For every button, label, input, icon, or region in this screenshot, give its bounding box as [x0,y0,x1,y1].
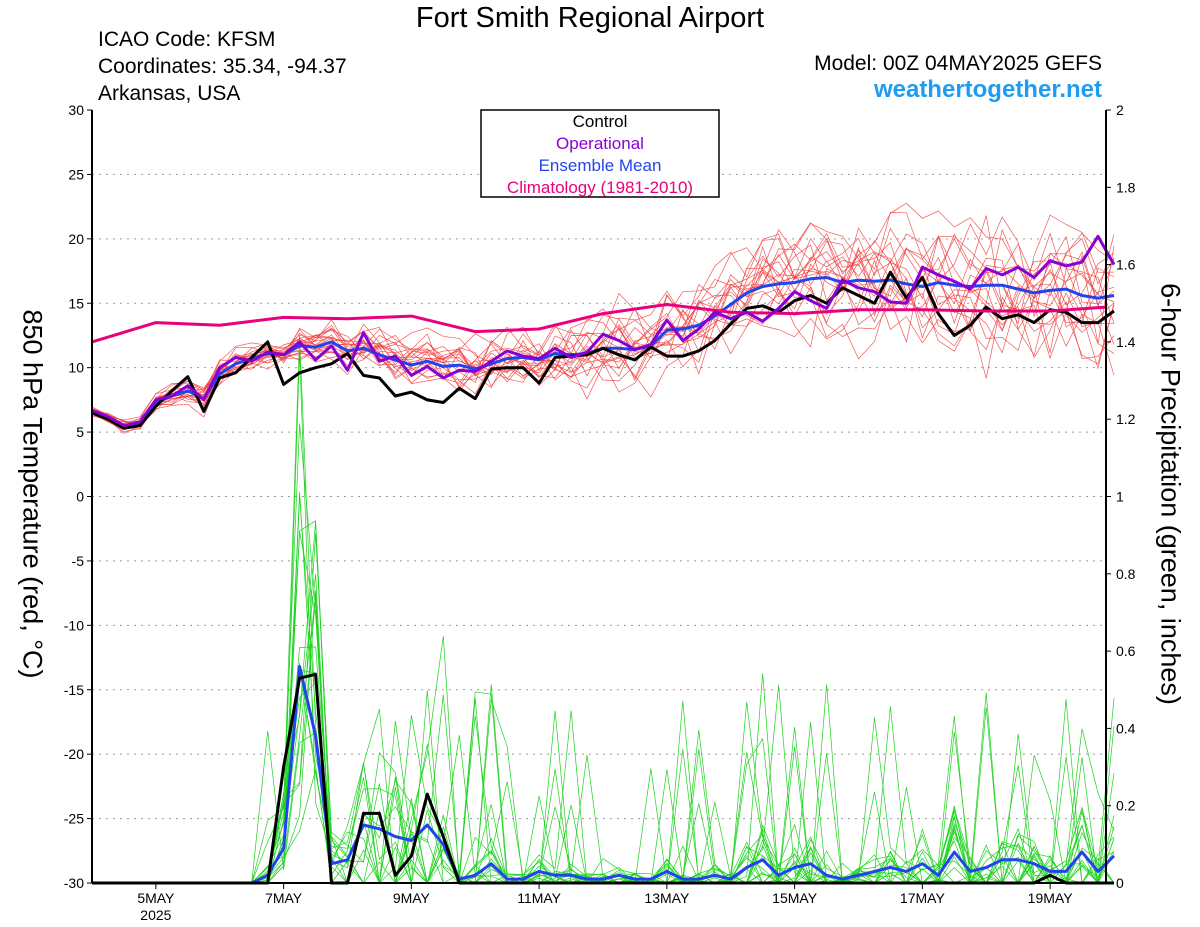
legend-box [480,109,720,198]
temp-member-line [91,227,1115,428]
y-tick-right-label: 0.4 [1116,720,1136,736]
climatology-1981-2010-temp-line [91,303,1107,344]
x-tick-label: 15MAY [772,890,818,906]
precip-member-line [92,646,1115,884]
precip-member-line [92,533,1115,885]
y-tick-label: 15 [68,295,84,311]
y-tick-label: -10 [64,617,84,633]
y-tick-right-label: 2 [1116,102,1124,118]
x-tick-label: 9MAY [393,890,431,906]
y-tick-label: -30 [64,875,84,891]
chart-title: Fort Smith Regional Airport [415,2,765,34]
y-tick-label: -15 [64,682,84,698]
x-tick-sublabel: 2025 [140,907,171,923]
y-tick-label: -20 [64,746,84,762]
temp-member-line [91,227,1115,425]
y-tick-right-label: 0.2 [1116,798,1136,814]
x-tick-label: 11MAY [517,890,561,906]
y-tick-label: 25 [68,166,84,182]
axes: -30-25-20-15-10-505101520253000.20.40.60… [64,102,1136,923]
x-tick-label: 13MAY [644,890,690,906]
temp-member-line [91,222,1115,425]
precip-member-line [92,574,1114,884]
legend-entry: Ensemble Mean [539,156,662,175]
y-tick-right-label: 1.2 [1116,411,1136,427]
control-temp-line [91,270,1115,430]
operational-temp-line [91,234,1116,428]
precip-ensemble-members [92,334,1115,885]
x-tick-label: 7MAY [265,890,303,906]
precip-member-line [92,492,1115,885]
legend-entry: Control [573,112,628,131]
control-precip-line [92,672,1114,885]
y-tick-right-label: 1.6 [1116,257,1136,273]
ensemble-mean-precip-line [92,665,1116,885]
y-tick-label: 30 [68,102,84,118]
temp-member-line [91,238,1115,431]
precip-member-line [92,668,1115,884]
y-tick-right-label: 0 [1116,875,1124,891]
y-tick-right-label: 1.8 [1116,179,1136,195]
site-link[interactable]: weathertogether.net [873,76,1102,103]
y-tick-right-label: 1.4 [1116,334,1136,350]
y-tick-label: -5 [72,553,85,569]
precip-member-line [92,334,1115,884]
legend: Control Operational Ensemble Mean Climatolo… [480,109,720,198]
x-tick-label: 5MAY [137,890,175,906]
icao-code: ICAO Code: KFSM [98,28,276,51]
x-tick-label: 17MAY [900,890,946,906]
temp-member-line [91,229,1115,427]
model-run: Model: 00Z 04MAY2025 GEFS [814,52,1102,75]
precip-member-line [92,351,1114,885]
y-tick-right-label: 0.6 [1116,643,1136,659]
temp-ensemble-members [91,202,1115,434]
coordinates: Coordinates: 35.34, -94.37 [98,55,347,78]
y-tick-label: 5 [76,424,84,440]
temp-member-line [91,202,1115,426]
series-layer [91,234,1116,885]
temp-member-line [91,228,1115,430]
location: Arkansas, USA [98,82,241,105]
temp-member-line [91,212,1115,428]
y-tick-label: -25 [64,811,84,827]
y-tick-label: 20 [68,231,84,247]
temp-member-line [91,245,1115,430]
temp-member-line [91,222,1115,434]
y-tick-right-label: 0.8 [1116,566,1136,582]
x-tick-label: 19MAY [1028,890,1074,906]
legend-entry: Climatology (1981-2010) [507,178,693,197]
precip-member-line [92,423,1115,885]
temp-member-line [91,216,1115,421]
y-tick-right-label: 1 [1116,489,1124,505]
legend-entry: Operational [556,134,644,153]
temp-member-line [91,232,1115,429]
y-tick-label: 10 [68,360,84,376]
y-tick-label: 0 [76,489,84,505]
grid-lines [92,173,1106,820]
